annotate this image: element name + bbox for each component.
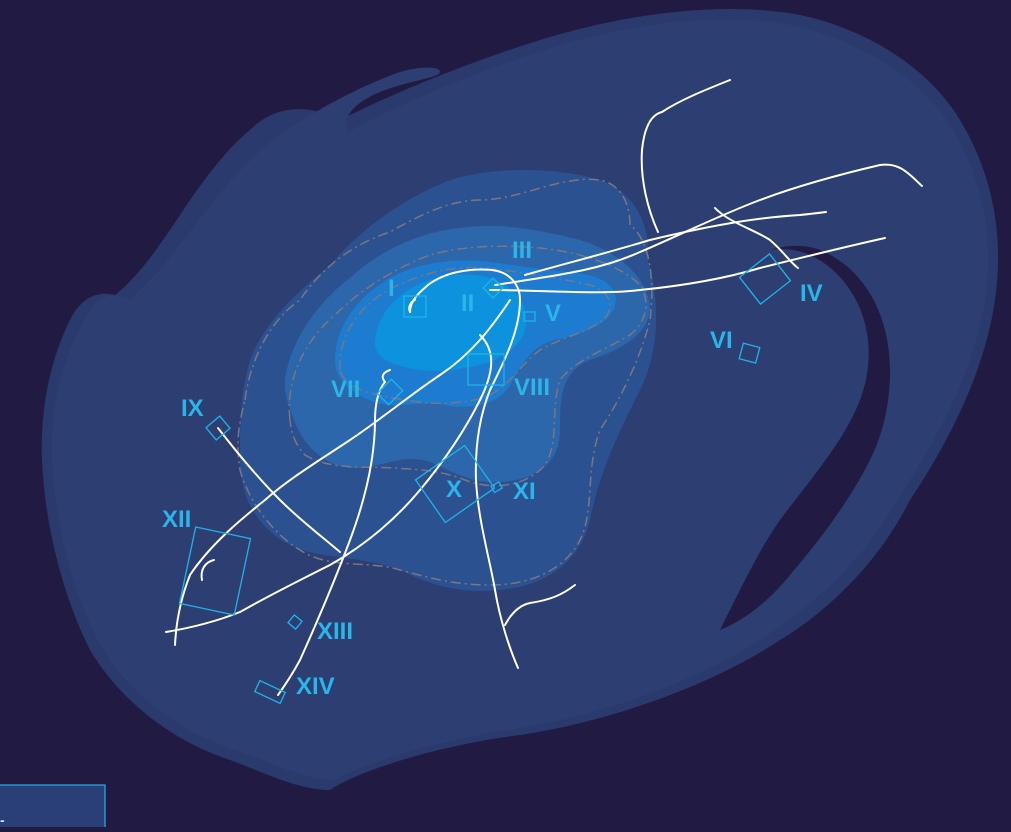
- site-label-iv: IV: [800, 280, 823, 307]
- site-marker-ii[interactable]: [482, 277, 504, 299]
- site-label-vi: VI: [710, 327, 733, 354]
- site-marker-xi[interactable]: [490, 481, 504, 494]
- road-north: [640, 79, 731, 233]
- site-marker-xii[interactable]: [178, 526, 252, 616]
- legend-frame: [0, 784, 106, 832]
- site-marker-xiv[interactable]: [253, 679, 287, 705]
- site-label-ii: II: [461, 290, 474, 317]
- site-marker-vii[interactable]: [376, 378, 404, 406]
- road-southwest-3: [277, 381, 386, 696]
- landmass-arm-gap: [720, 245, 890, 630]
- road-southeast: [504, 584, 576, 626]
- site-label-vii: VII: [331, 376, 360, 403]
- site-label-ix: IX: [181, 395, 204, 422]
- site-label-xiii: XIII: [317, 618, 353, 645]
- site-marker-vi[interactable]: [738, 342, 761, 364]
- road-sw-curl: [381, 369, 391, 383]
- road-west-curl: [200, 559, 215, 581]
- legend-mark: -: [0, 812, 5, 827]
- site-label-xii: XII: [162, 506, 191, 533]
- site-labels: I II III IV V VI VII VIII IX X XI XII XI…: [162, 237, 823, 700]
- road-loop-west: [408, 299, 416, 313]
- road-southwest-2: [165, 334, 493, 633]
- site-label-iii: III: [512, 237, 532, 264]
- site-marker-ix[interactable]: [205, 415, 231, 441]
- road-northeast-1: [494, 163, 923, 286]
- road-southwest-1: [174, 299, 511, 646]
- site-marker-x[interactable]: [414, 444, 496, 524]
- site-marker-v[interactable]: [523, 311, 536, 322]
- road-loop: [409, 268, 522, 669]
- contour-lines: [237, 178, 653, 586]
- site-marker-xiii[interactable]: [287, 614, 303, 630]
- site-label-x: X: [446, 476, 462, 503]
- site-label-v: V: [545, 300, 561, 327]
- road-west: [217, 427, 341, 553]
- site-marker-i[interactable]: [403, 295, 427, 318]
- contour-inner: [339, 266, 611, 405]
- site-marker-viii[interactable]: [467, 353, 505, 386]
- site-label-xiv: XIV: [296, 673, 335, 700]
- site-markers: [178, 252, 792, 705]
- legend-box: -: [0, 784, 106, 832]
- road-north-branch: [714, 207, 799, 269]
- site-label-viii: VIII: [514, 374, 550, 401]
- road-northeast-2: [489, 237, 886, 294]
- site-label-xi: XI: [513, 478, 536, 505]
- contour-outer: [237, 178, 653, 586]
- site-marker-iv[interactable]: [738, 252, 792, 306]
- contour-mid: [288, 245, 647, 487]
- roads: [165, 79, 923, 696]
- road-northeast-3: [524, 211, 827, 276]
- site-label-i: I: [388, 275, 395, 302]
